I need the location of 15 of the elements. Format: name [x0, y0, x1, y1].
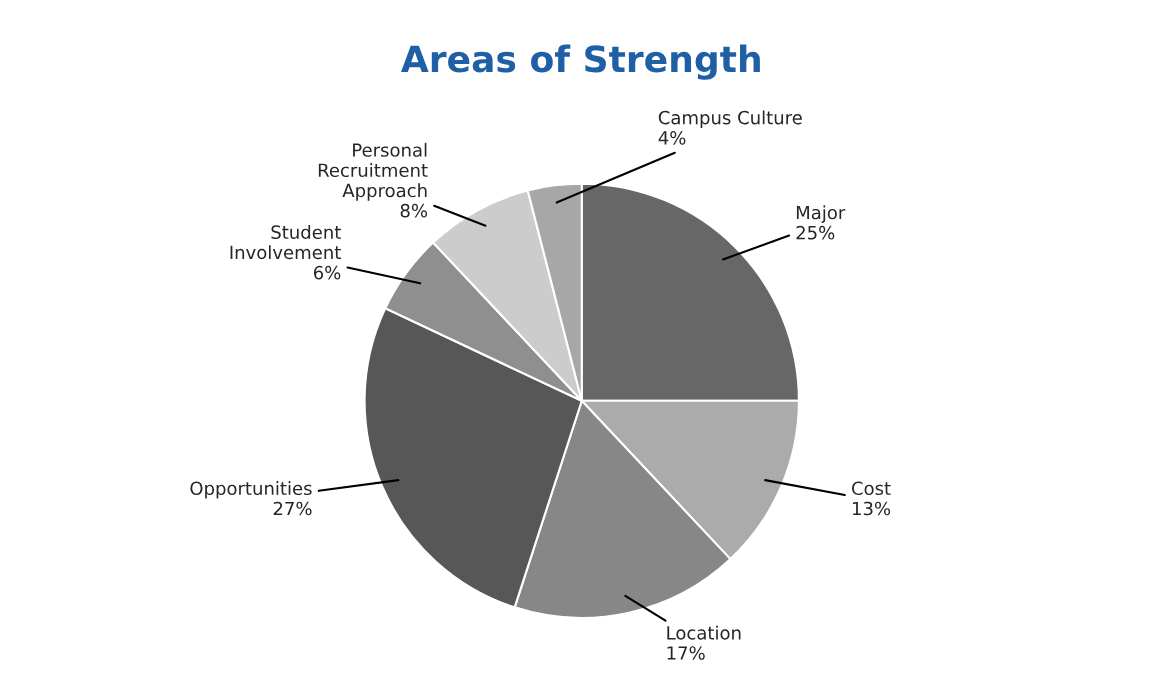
slice-label: Location — [667, 625, 741, 640]
data-label: 8% — [400, 203, 428, 218]
data-label: 17% — [667, 646, 705, 660]
data-label: 6% — [313, 265, 341, 280]
slice-label: Cost — [851, 481, 891, 496]
data-label: 13% — [852, 501, 891, 516]
slice-label: Student Involvement — [230, 225, 341, 260]
slice-label: Personal Recruitment Approach — [318, 142, 428, 201]
data-label: 25% — [796, 225, 835, 240]
slice-label: Campus Culture — [658, 110, 802, 128]
data-label: 4% — [658, 131, 686, 145]
slice-label: Major — [796, 205, 846, 223]
data-label: 27% — [273, 501, 312, 516]
chart-title: Areas of Strength — [401, 44, 760, 80]
slice-label: Opportunities — [190, 481, 312, 499]
